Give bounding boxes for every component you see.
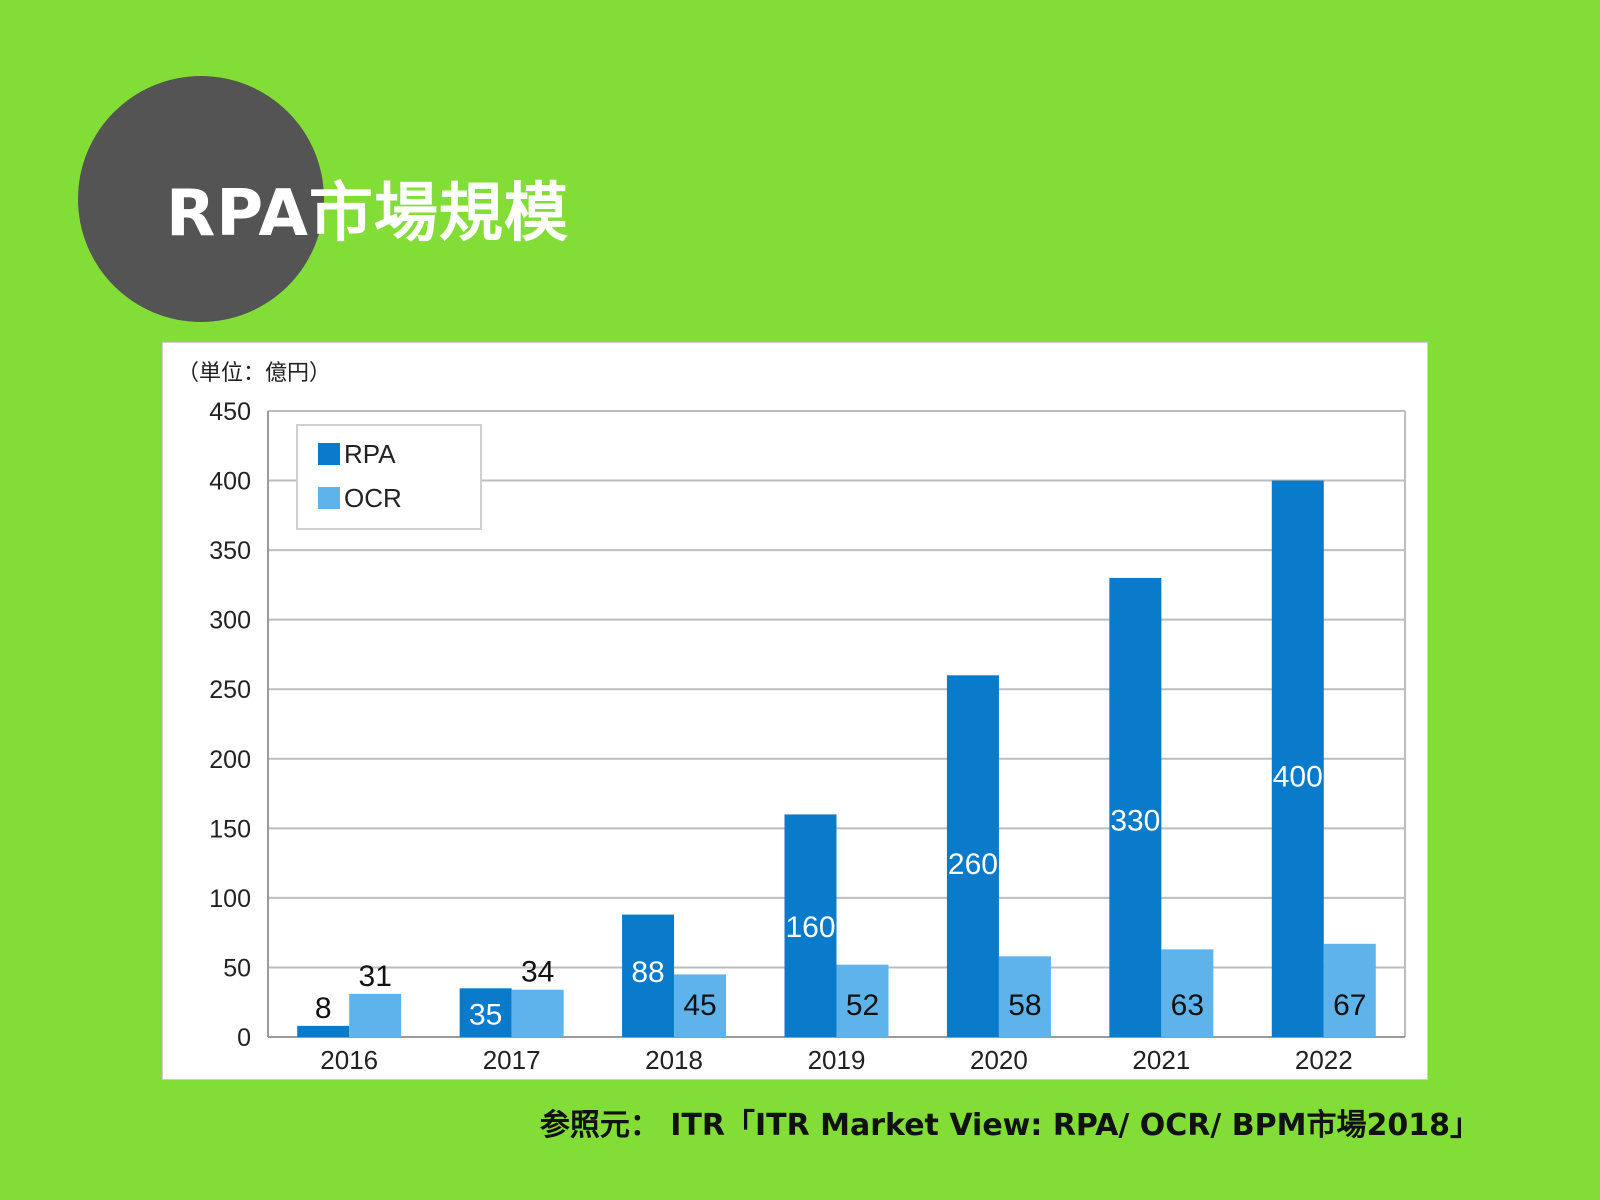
bar-rpa-2020 — [946, 675, 999, 1037]
legend-box — [296, 424, 482, 530]
data-label-ocr: 63 — [1171, 989, 1204, 1022]
chart-panel: （単位：億円） 0 50 100 150 200 250 300 350 400 450 8 31 201… — [162, 342, 1428, 1080]
bar-rpa-2017 — [459, 988, 512, 1037]
legend-swatch-rpa — [318, 443, 340, 465]
data-label-rpa: 35 — [469, 998, 502, 1031]
legend-label-rpa: RPA — [344, 439, 396, 469]
y-tick-label: 400 — [209, 468, 251, 496]
unit-label: （単位：億円） — [177, 360, 331, 385]
bar-ocr-2021 — [1161, 949, 1214, 1037]
bar-rpa-2018 — [622, 914, 675, 1037]
bar-rpa-2021 — [1109, 577, 1162, 1037]
data-label-rpa: 8 — [315, 992, 332, 1025]
y-tick-label: 100 — [209, 885, 251, 913]
data-label-ocr: 45 — [683, 989, 716, 1022]
y-tick-label: 150 — [209, 815, 251, 843]
x-tick-label: 2018 — [645, 1045, 703, 1075]
y-tick-label: 300 — [209, 607, 251, 635]
bar-ocr-2020 — [998, 956, 1051, 1037]
data-label-ocr: 58 — [1008, 989, 1041, 1022]
bar-chart: （単位：億円） 0 50 100 150 200 250 300 350 400 450 8 31 201… — [177, 360, 1406, 1075]
data-label-ocr: 67 — [1333, 989, 1366, 1022]
bar-ocr-2016 — [349, 993, 402, 1037]
x-tick-label: 2016 — [320, 1045, 378, 1075]
y-tick-label: 350 — [209, 537, 251, 565]
x-tick-label: 2022 — [1295, 1045, 1353, 1075]
y-tick-label: 50 — [223, 954, 251, 982]
bar-ocr-2018 — [674, 974, 727, 1037]
x-tick-label: 2021 — [1132, 1045, 1190, 1075]
data-label-rpa: 88 — [631, 956, 664, 989]
data-label-ocr: 52 — [846, 989, 879, 1022]
y-tick-label: 450 — [209, 398, 251, 426]
y-tick-label: 0 — [237, 1024, 251, 1052]
data-label-rpa: 400 — [1273, 761, 1323, 794]
data-label-rpa: 160 — [785, 911, 835, 944]
legend-label-ocr: OCR — [344, 483, 402, 513]
data-label-ocr: 31 — [359, 960, 392, 993]
x-tick-label: 2020 — [970, 1045, 1028, 1075]
data-label-rpa: 330 — [1110, 804, 1160, 837]
source-note: 参照元： ITR「ITR Market View: RPA/ OCR/ BPM市… — [539, 1108, 1480, 1143]
data-label-ocr: 34 — [521, 956, 554, 989]
legend-swatch-ocr — [318, 487, 340, 509]
bar-rpa-2016 — [297, 1025, 350, 1037]
page-title: RPA市場規模 — [166, 177, 569, 251]
y-tick-label: 200 — [209, 746, 251, 774]
data-label-rpa: 260 — [948, 848, 998, 881]
bar-ocr-2022 — [1323, 943, 1376, 1037]
bar-rpa-2019 — [784, 814, 837, 1037]
title-circle — [78, 76, 324, 322]
y-tick-label: 250 — [209, 676, 251, 704]
x-tick-label: 2019 — [808, 1045, 866, 1075]
x-tick-label: 2017 — [483, 1045, 541, 1075]
bar-ocr-2017 — [511, 989, 564, 1037]
bar-ocr-2019 — [836, 964, 889, 1037]
bar-rpa-2022 — [1271, 480, 1324, 1037]
